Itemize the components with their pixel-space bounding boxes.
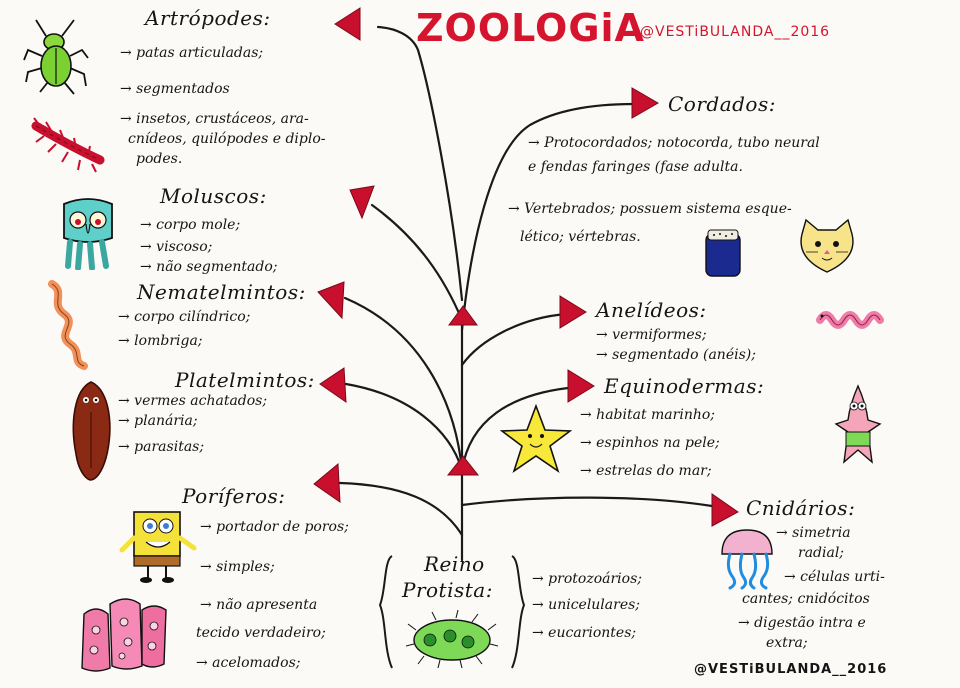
centipede-icon <box>31 117 105 173</box>
equinodermas-item: → estrelas do mar; <box>580 463 712 479</box>
arrowhead-artropodes <box>334 7 361 41</box>
heading-platelmintos: Platelmintos: <box>175 368 315 392</box>
cnidarios-item: → células urti- <box>784 569 885 585</box>
branch-cnidarios <box>460 496 714 508</box>
heading-moluscos: Moluscos: <box>160 184 267 208</box>
cordados-item: lético; vértebras. <box>520 229 641 245</box>
equinodermas-item: → espinhos na pele; <box>580 435 720 451</box>
cordados-item: → Vertebrados; possuem sistema esque- <box>508 201 792 217</box>
arrowhead-trunk-lower <box>446 455 480 476</box>
branch-cordados <box>460 102 636 332</box>
star-icon <box>500 404 572 473</box>
poriferos-item: → simples; <box>200 559 275 575</box>
heading-anelideos: Anelídeos: <box>596 298 707 322</box>
poriferos-item: → portador de poros; <box>200 519 349 535</box>
insect-icon <box>23 19 89 95</box>
heading-cordados: Cordados: <box>668 92 776 116</box>
heading-equinodermas: Equinodermas: <box>604 374 765 398</box>
cat-icon <box>800 218 854 273</box>
nematelmintos-item: → lombriga; <box>118 333 203 349</box>
reino-item: → protozoários; <box>532 571 642 587</box>
squid-icon <box>63 198 113 270</box>
cnidarios-item: radial; <box>798 545 845 561</box>
cnidarios-item: extra; <box>766 635 808 651</box>
arrowhead-platelmintos <box>319 367 347 403</box>
annelid-icon <box>816 311 884 329</box>
cnidarios-item: → simetria <box>776 525 851 541</box>
page-title: ZOOLOGiA <box>416 6 645 50</box>
poriferos-item: → não apresenta <box>200 597 318 613</box>
heading-poriferos: Poríferos: <box>182 484 286 508</box>
coral-sponge-icon <box>81 598 167 672</box>
poriferos-item: tecido verdadeiro; <box>196 625 326 641</box>
sponge-icon <box>119 511 197 583</box>
heading-reino: Reino <box>424 552 485 576</box>
platelmintos-item: → vermes achatados; <box>118 393 268 409</box>
artropodes-item: → patas articuladas; <box>120 45 264 61</box>
arrowhead-poriferos <box>313 462 341 503</box>
blue-creature-icon <box>705 229 741 277</box>
branch-platelmintos <box>344 382 464 472</box>
branch-artropodes <box>376 25 464 302</box>
artropodes-item: → segmentados <box>120 81 230 97</box>
arrowhead-moluscos <box>349 185 375 220</box>
branch-anelideos <box>460 312 568 367</box>
bracket-left <box>378 555 393 669</box>
patrick-icon <box>834 384 882 464</box>
nematelmintos-item: → corpo cilíndrico; <box>118 309 251 325</box>
artropodes-item: cnídeos, quilópodes e diplo- <box>128 131 326 147</box>
anelideos-item: → segmentado (anéis); <box>596 347 756 363</box>
cnidarios-item: → digestão intra e <box>738 615 866 631</box>
handle-top: @VESTiBULANDA__2016 <box>640 24 831 40</box>
heading-cnidarios: Cnidários: <box>746 496 856 520</box>
cordados-item: e fendas faringes (fase adulta. <box>528 159 743 175</box>
flatworm-icon <box>72 381 111 481</box>
branch-poriferos <box>338 481 464 537</box>
protist-icon <box>406 610 498 669</box>
platelmintos-item: → parasitas; <box>118 439 205 455</box>
artropodes-item: → insetos, crustáceos, ara- <box>120 111 309 127</box>
branch-equinodermas <box>460 386 570 472</box>
branch-moluscos <box>370 203 464 322</box>
moluscos-item: → corpo mole; <box>140 217 241 233</box>
reino-item: → eucariontes; <box>532 625 637 641</box>
cnidarios-item: cantes; cnidócitos <box>742 591 870 607</box>
poriferos-item: → acelomados; <box>196 655 301 671</box>
handle-bottom: @VESTiBULANDA__2016 <box>694 662 888 677</box>
artropodes-item: podes. <box>136 151 183 167</box>
arrowhead-cordados <box>631 87 660 119</box>
anelideos-item: → vermiformes; <box>596 327 707 343</box>
heading-artropodes: Artrópodes: <box>145 6 271 30</box>
arrowhead-trunk-upper <box>448 305 478 326</box>
bracket-right <box>511 555 526 669</box>
reino-item: → unicelulares; <box>532 597 641 613</box>
branch-nematelmintos <box>343 296 464 472</box>
moluscos-item: → viscoso; <box>140 239 213 255</box>
platelmintos-item: → planária; <box>118 413 198 429</box>
heading-nematelmintos: Nematelmintos: <box>137 280 306 304</box>
worm-icon <box>48 280 88 370</box>
equinodermas-item: → habitat marinho; <box>580 407 716 423</box>
arrowhead-anelideos <box>559 295 587 329</box>
cordados-item: → Protocordados; notocorda, tubo neural <box>528 135 820 151</box>
jellyfish-icon <box>721 529 773 590</box>
arrowhead-equinodermas <box>567 369 595 403</box>
moluscos-item: → não segmentado; <box>140 259 278 275</box>
heading-protista: Protista: <box>402 578 493 602</box>
arrowhead-cnidarios <box>711 493 739 527</box>
arrowhead-nematelmintos <box>317 281 345 320</box>
